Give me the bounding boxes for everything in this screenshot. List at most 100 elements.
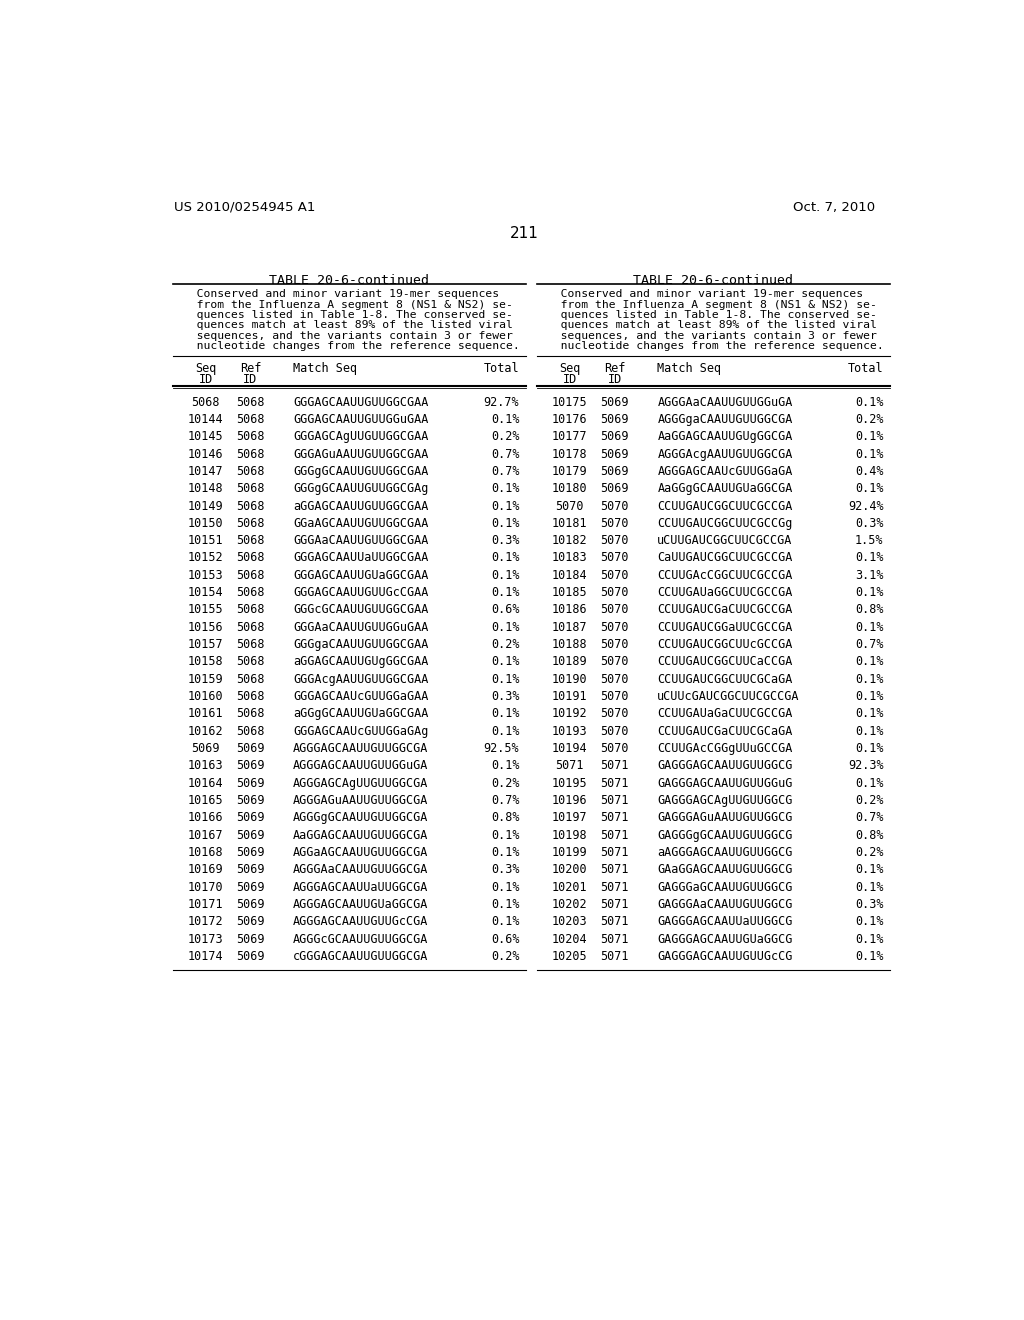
- Text: 0.7%: 0.7%: [855, 812, 884, 825]
- Text: 5068: 5068: [237, 465, 264, 478]
- Text: 0.2%: 0.2%: [855, 413, 884, 426]
- Text: sequences, and the variants contain 3 or fewer: sequences, and the variants contain 3 or…: [176, 331, 513, 341]
- Text: 5068: 5068: [237, 690, 264, 704]
- Text: 0.1%: 0.1%: [855, 933, 884, 945]
- Text: 0.1%: 0.1%: [855, 586, 884, 599]
- Text: quences listed in Table 1-8. The conserved se-: quences listed in Table 1-8. The conserv…: [541, 310, 878, 319]
- Text: GGGgGCAAUUGUUGGCGAA: GGGgGCAAUUGUUGGCGAA: [293, 465, 428, 478]
- Text: 5069: 5069: [600, 447, 629, 461]
- Text: 0.1%: 0.1%: [490, 846, 519, 859]
- Text: aGGgGCAAUUGUaGGCGAA: aGGgGCAAUUGUaGGCGAA: [293, 708, 428, 721]
- Text: 0.4%: 0.4%: [855, 465, 884, 478]
- Text: 10183: 10183: [552, 552, 588, 565]
- Text: 10168: 10168: [187, 846, 223, 859]
- Text: 0.6%: 0.6%: [490, 933, 519, 945]
- Text: 10144: 10144: [187, 413, 223, 426]
- Text: 0.1%: 0.1%: [490, 620, 519, 634]
- Text: GGGAaCAAUUGUUGGCGAA: GGGAaCAAUUGUUGGCGAA: [293, 535, 428, 548]
- Text: 5069: 5069: [600, 413, 629, 426]
- Text: GAGGGAGCAgUUGUUGGCG: GAGGGAGCAgUUGUUGGCG: [657, 795, 793, 807]
- Text: 5068: 5068: [237, 396, 264, 409]
- Text: 5068: 5068: [237, 586, 264, 599]
- Text: sequences, and the variants contain 3 or fewer: sequences, and the variants contain 3 or…: [541, 331, 878, 341]
- Text: aGGAGCAAUUGUgGGCGAA: aGGAGCAAUUGUgGGCGAA: [293, 656, 428, 668]
- Text: 0.1%: 0.1%: [855, 673, 884, 686]
- Text: aAGGGAGCAAUUGUUGGCG: aAGGGAGCAAUUGUUGGCG: [657, 846, 793, 859]
- Text: 5071: 5071: [600, 759, 629, 772]
- Text: AaGGAGCAAUUGUgGGCGA: AaGGAGCAAUUGUgGGCGA: [657, 430, 793, 444]
- Text: CCUUGAUCGGCUUCGCCGg: CCUUGAUCGGCUUCGCCGg: [657, 517, 793, 529]
- Text: 5069: 5069: [191, 742, 220, 755]
- Text: 10156: 10156: [187, 620, 223, 634]
- Text: TABLE 20-6-continued: TABLE 20-6-continued: [633, 275, 794, 286]
- Text: 10146: 10146: [187, 447, 223, 461]
- Text: GAGGGgGCAAUUGUUGGCG: GAGGGgGCAAUUGUUGGCG: [657, 829, 793, 842]
- Text: AGGGcGCAAUUGUUGGCGA: AGGGcGCAAUUGUUGGCGA: [293, 933, 428, 945]
- Text: AGGGAcgAAUUGUUGGCGA: AGGGAcgAAUUGUUGGCGA: [657, 447, 793, 461]
- Text: Conserved and minor variant 19-mer sequences: Conserved and minor variant 19-mer seque…: [176, 289, 499, 300]
- Text: 0.1%: 0.1%: [490, 586, 519, 599]
- Text: CCUUGAUaGGCUUCGCCGA: CCUUGAUaGGCUUCGCCGA: [657, 586, 793, 599]
- Text: 0.6%: 0.6%: [490, 603, 519, 616]
- Text: 0.7%: 0.7%: [855, 638, 884, 651]
- Text: 0.1%: 0.1%: [855, 430, 884, 444]
- Text: GGGcGCAAUUGUUGGCGAA: GGGcGCAAUUGUUGGCGAA: [293, 603, 428, 616]
- Text: 92.5%: 92.5%: [483, 742, 519, 755]
- Text: 10184: 10184: [552, 569, 588, 582]
- Text: 0.1%: 0.1%: [855, 863, 884, 876]
- Text: ID: ID: [244, 374, 258, 387]
- Text: 0.1%: 0.1%: [490, 759, 519, 772]
- Text: AGGGAGCAAUUGUUGGCGA: AGGGAGCAAUUGUUGGCGA: [293, 742, 428, 755]
- Text: 5070: 5070: [600, 742, 629, 755]
- Text: 5068: 5068: [191, 396, 220, 409]
- Text: ID: ID: [607, 374, 622, 387]
- Text: 0.1%: 0.1%: [490, 725, 519, 738]
- Text: 0.1%: 0.1%: [855, 620, 884, 634]
- Text: 5068: 5068: [237, 603, 264, 616]
- Text: AGGGAaCAAUUGUUGGCGA: AGGGAaCAAUUGUUGGCGA: [293, 863, 428, 876]
- Text: 0.1%: 0.1%: [490, 656, 519, 668]
- Text: uCUUcGAUCGGCUUCGCCGA: uCUUcGAUCGGCUUCGCCGA: [657, 690, 800, 704]
- Text: 10152: 10152: [187, 552, 223, 565]
- Text: 5069: 5069: [237, 776, 264, 789]
- Text: 10182: 10182: [552, 535, 588, 548]
- Text: 0.1%: 0.1%: [490, 517, 519, 529]
- Text: AaGGAGCAAUUGUUGGCGA: AaGGAGCAAUUGUUGGCGA: [293, 829, 428, 842]
- Text: uCUUGAUCGGCUUCGCCGA: uCUUGAUCGGCUUCGCCGA: [657, 535, 793, 548]
- Text: Match Seq: Match Seq: [293, 363, 357, 375]
- Text: 5070: 5070: [600, 708, 629, 721]
- Text: 0.1%: 0.1%: [490, 552, 519, 565]
- Text: 0.1%: 0.1%: [855, 915, 884, 928]
- Text: 5068: 5068: [237, 569, 264, 582]
- Text: 10149: 10149: [187, 499, 223, 512]
- Text: 10200: 10200: [552, 863, 588, 876]
- Text: AGGGAGCAAUcGUUGGaGA: AGGGAGCAAUcGUUGGaGA: [657, 465, 793, 478]
- Text: 5069: 5069: [237, 863, 264, 876]
- Text: CCUUGAUCGGCUUCaCCGA: CCUUGAUCGGCUUCaCCGA: [657, 656, 793, 668]
- Text: 5069: 5069: [237, 795, 264, 807]
- Text: 0.1%: 0.1%: [855, 950, 884, 964]
- Text: GGGAcgAAUUGUUGGCGAA: GGGAcgAAUUGUUGGCGAA: [293, 673, 428, 686]
- Text: 211: 211: [510, 226, 540, 242]
- Text: 5068: 5068: [237, 517, 264, 529]
- Text: GGGAGCAAUcGUUGGaGAg: GGGAGCAAUcGUUGGaGAg: [293, 725, 428, 738]
- Text: 0.1%: 0.1%: [490, 829, 519, 842]
- Text: 10151: 10151: [187, 535, 223, 548]
- Text: AGGGgGCAAUUGUUGGCGA: AGGGgGCAAUUGUUGGCGA: [293, 812, 428, 825]
- Text: 92.4%: 92.4%: [848, 499, 884, 512]
- Text: 5070: 5070: [600, 673, 629, 686]
- Text: 5071: 5071: [600, 950, 629, 964]
- Text: ID: ID: [199, 374, 213, 387]
- Text: AGGGAGCAAUUGUUGcCGA: AGGGAGCAAUUGUUGcCGA: [293, 915, 428, 928]
- Text: 10164: 10164: [187, 776, 223, 789]
- Text: 0.1%: 0.1%: [490, 880, 519, 894]
- Text: GAaGGAGCAAUUGUUGGCG: GAaGGAGCAAUUGUUGGCG: [657, 863, 793, 876]
- Text: 10190: 10190: [552, 673, 588, 686]
- Text: GGGAGCAAUUGUUGGuGAA: GGGAGCAAUUGUUGGuGAA: [293, 413, 428, 426]
- Text: 5070: 5070: [600, 586, 629, 599]
- Text: nucleotide changes from the reference sequence.: nucleotide changes from the reference se…: [541, 342, 884, 351]
- Text: 5071: 5071: [600, 812, 629, 825]
- Text: 0.1%: 0.1%: [855, 725, 884, 738]
- Text: 0.1%: 0.1%: [490, 673, 519, 686]
- Text: 10174: 10174: [187, 950, 223, 964]
